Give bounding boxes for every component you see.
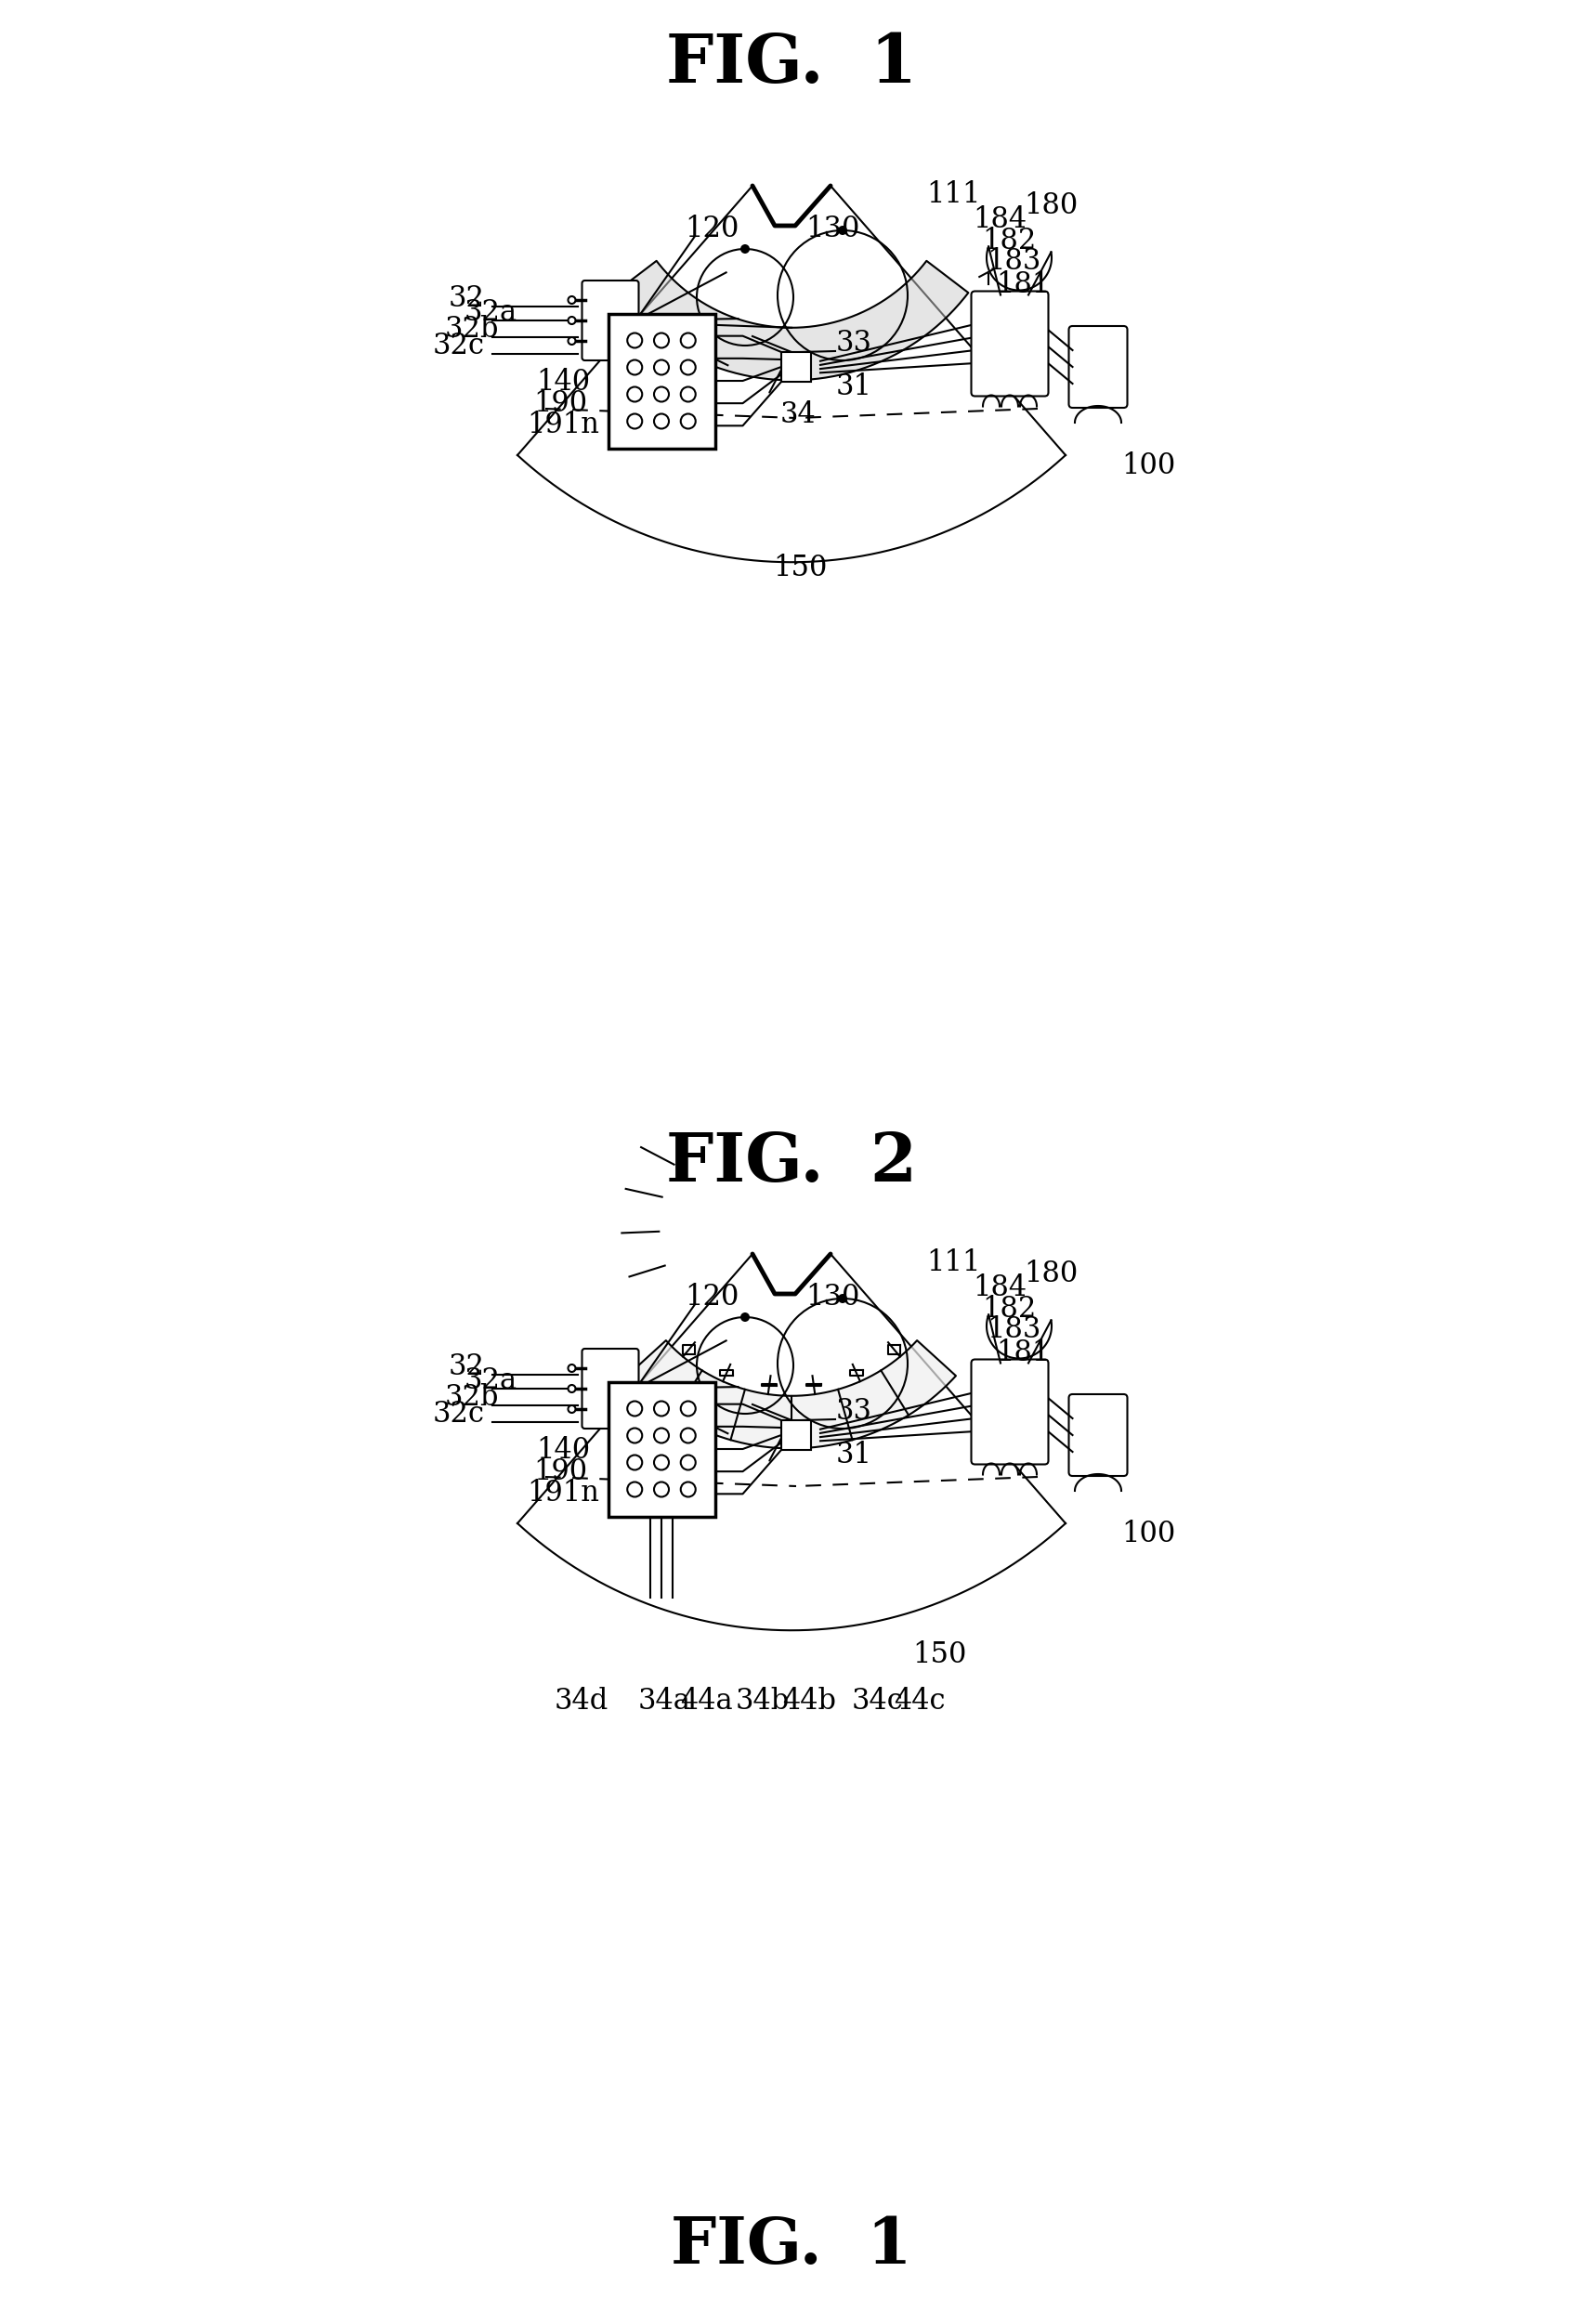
- Text: 191n: 191n: [527, 411, 600, 439]
- Bar: [782, 1420, 810, 1450]
- Circle shape: [568, 1364, 576, 1371]
- Text: 100: 100: [1121, 451, 1176, 481]
- Text: 111: 111: [926, 1248, 980, 1278]
- FancyBboxPatch shape: [1069, 1394, 1127, 1476]
- Text: 150: 150: [912, 1641, 967, 1669]
- Circle shape: [741, 1313, 750, 1322]
- FancyBboxPatch shape: [1069, 325, 1127, 407]
- Text: 32b: 32b: [445, 314, 499, 344]
- Text: 32c: 32c: [432, 332, 484, 360]
- Text: 190: 190: [533, 1457, 587, 1485]
- Text: 184: 184: [972, 1274, 1027, 1301]
- Text: 32b: 32b: [445, 1383, 499, 1413]
- Text: 190: 190: [533, 388, 587, 418]
- Circle shape: [837, 225, 847, 235]
- Text: 130: 130: [806, 214, 860, 244]
- Text: FIG.  1: FIG. 1: [666, 30, 917, 95]
- Text: 140: 140: [537, 367, 590, 397]
- FancyBboxPatch shape: [583, 281, 638, 360]
- Bar: [608, 314, 716, 449]
- Text: 181: 181: [996, 270, 1050, 300]
- Circle shape: [741, 244, 750, 253]
- Text: 32c: 32c: [432, 1399, 484, 1429]
- Text: 100: 100: [1121, 1520, 1176, 1548]
- Text: 34b: 34b: [736, 1687, 790, 1715]
- Circle shape: [568, 1385, 576, 1392]
- Text: 120: 120: [685, 214, 739, 244]
- Text: 32: 32: [448, 1353, 484, 1380]
- Text: 183: 183: [986, 246, 1040, 277]
- Text: 140: 140: [537, 1436, 590, 1464]
- Text: 184: 184: [972, 205, 1027, 235]
- Text: 150: 150: [773, 553, 828, 583]
- Text: 32a: 32a: [464, 1367, 518, 1394]
- Text: 120: 120: [685, 1283, 739, 1311]
- FancyBboxPatch shape: [972, 290, 1048, 395]
- Circle shape: [568, 1406, 576, 1413]
- Text: 191n: 191n: [527, 1478, 600, 1508]
- Bar: [608, 1383, 716, 1515]
- Polygon shape: [614, 260, 969, 381]
- Text: 130: 130: [806, 1283, 860, 1311]
- Text: 44b: 44b: [782, 1687, 836, 1715]
- Circle shape: [568, 295, 576, 304]
- Text: FIG.  1: FIG. 1: [671, 2215, 912, 2275]
- Text: 31: 31: [836, 1441, 872, 1469]
- Text: 181: 181: [996, 1339, 1050, 1367]
- Text: 111: 111: [926, 181, 980, 209]
- Text: 33: 33: [836, 1397, 872, 1427]
- Text: 34a: 34a: [638, 1687, 692, 1715]
- Bar: [782, 351, 810, 381]
- Text: 34c: 34c: [852, 1687, 904, 1715]
- Text: 32: 32: [448, 284, 484, 314]
- Circle shape: [568, 316, 576, 323]
- Text: 34d: 34d: [554, 1687, 609, 1715]
- Text: FIG.  2: FIG. 2: [666, 1129, 917, 1195]
- Text: 180: 180: [1024, 191, 1078, 221]
- Text: 182: 182: [981, 228, 1037, 256]
- FancyBboxPatch shape: [583, 1348, 638, 1429]
- FancyBboxPatch shape: [972, 1360, 1048, 1464]
- Text: 34: 34: [780, 400, 817, 430]
- Circle shape: [837, 1294, 847, 1304]
- Text: 180: 180: [1024, 1260, 1078, 1287]
- Text: 33: 33: [836, 328, 872, 358]
- Text: 44a: 44a: [681, 1687, 733, 1715]
- Text: 183: 183: [986, 1315, 1040, 1343]
- Circle shape: [568, 337, 576, 344]
- Text: 32a: 32a: [464, 297, 518, 328]
- Text: 44c: 44c: [894, 1687, 945, 1715]
- Text: 182: 182: [981, 1294, 1037, 1325]
- Polygon shape: [627, 1341, 956, 1448]
- Text: 31: 31: [836, 372, 872, 402]
